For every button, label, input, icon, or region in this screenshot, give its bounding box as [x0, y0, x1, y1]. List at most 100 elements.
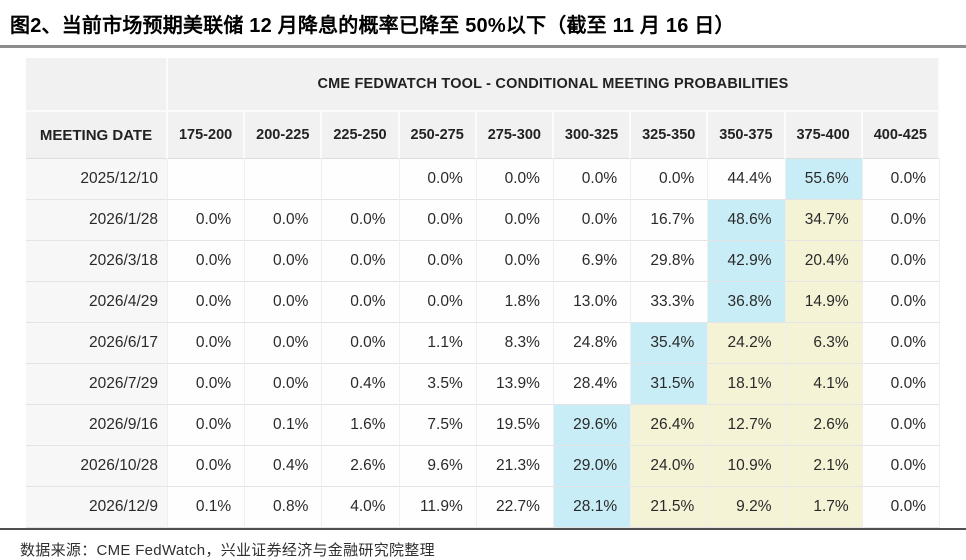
probability-cell: 13.0%	[553, 282, 632, 323]
probability-cell: 0.0%	[168, 405, 246, 446]
probability-cell: 0.0%	[476, 159, 554, 200]
probability-cell: 22.7%	[476, 487, 554, 528]
probability-cell: 4.0%	[322, 487, 400, 528]
probability-cell: 29.8%	[631, 241, 709, 282]
probability-cell: 16.7%	[631, 200, 709, 241]
meeting-date-header: MEETING DATE	[26, 112, 168, 159]
meeting-date-cell: 2026/12/9	[26, 487, 168, 528]
probability-cell: 0.0%	[168, 241, 246, 282]
probability-cell: 0.0%	[862, 282, 940, 323]
probability-cell: 0.0%	[862, 241, 940, 282]
probability-cell: 0.0%	[862, 446, 940, 487]
probability-cell: 3.5%	[399, 364, 477, 405]
probability-cell: 19.5%	[476, 405, 554, 446]
probability-cell: 36.8%	[708, 282, 786, 323]
probability-cell: 6.3%	[785, 323, 863, 364]
probability-cell: 21.5%	[631, 487, 709, 528]
table-row: 2025/12/10 0.0% 0.0% 0.0% 0.0% 44.4% 55.6% 0.0%	[26, 159, 940, 200]
probability-cell: 33.3%	[631, 282, 709, 323]
probability-cell: 0.0%	[245, 200, 323, 241]
probability-cell	[168, 159, 246, 200]
probability-cell: 24.2%	[708, 323, 786, 364]
probability-cell: 18.1%	[708, 364, 786, 405]
table-main-header: CME FEDWATCH TOOL - CONDITIONAL MEETING …	[168, 58, 940, 112]
table-row: 2026/4/29 0.0% 0.0% 0.0% 0.0% 1.8% 13.0% 33.3% 3…	[26, 282, 940, 323]
probability-cell: 0.0%	[476, 200, 554, 241]
probability-cell: 0.1%	[245, 405, 323, 446]
probability-cell: 0.0%	[553, 159, 632, 200]
probability-cell: 0.0%	[245, 323, 323, 364]
probability-cell: 8.3%	[476, 323, 554, 364]
probability-cell: 13.9%	[476, 364, 554, 405]
probability-cell: 6.9%	[553, 241, 632, 282]
rate-bin-header: 275-300	[476, 112, 554, 159]
meeting-date-cell: 2026/9/16	[26, 405, 168, 446]
corner-cell	[26, 58, 168, 112]
probability-cell: 0.8%	[245, 487, 323, 528]
probability-cell: 0.0%	[245, 282, 323, 323]
probability-cell: 35.4%	[631, 323, 709, 364]
rate-bin-header: 200-225	[245, 112, 323, 159]
rate-bin-header: 325-350	[631, 112, 709, 159]
tool-header-row: CME FEDWATCH TOOL - CONDITIONAL MEETING …	[26, 58, 940, 112]
probability-cell: 1.7%	[785, 487, 863, 528]
probability-cell: 0.0%	[168, 282, 246, 323]
probability-cell: 0.0%	[322, 323, 400, 364]
rate-bin-header: 350-375	[708, 112, 786, 159]
meeting-date-cell: 2026/10/28	[26, 446, 168, 487]
footer-divider	[0, 528, 966, 530]
data-source: 数据来源：CME FedWatch，兴业证券经济与金融研究院整理	[20, 542, 435, 559]
table-row: 2026/7/29 0.0% 0.0% 0.4% 3.5% 13.9% 28.4% 31.5%…	[26, 364, 940, 405]
probability-cell: 0.0%	[631, 159, 709, 200]
rate-bin-header: 300-325	[553, 112, 632, 159]
probability-cell: 0.0%	[168, 446, 246, 487]
column-header-row: MEETING DATE 175-200 200-225 225-250 250-27…	[26, 112, 940, 159]
meeting-date-cell: 2026/7/29	[26, 364, 168, 405]
probability-cell: 1.6%	[322, 405, 400, 446]
probability-cell: 2.6%	[322, 446, 400, 487]
probability-cell	[322, 159, 400, 200]
probability-cell: 20.4%	[785, 241, 863, 282]
probability-cell: 0.0%	[245, 364, 323, 405]
probability-cell: 14.9%	[785, 282, 863, 323]
rate-bin-header: 400-425	[862, 112, 940, 159]
probability-cell: 48.6%	[708, 200, 786, 241]
probability-cell: 0.0%	[168, 323, 246, 364]
probability-cell: 0.4%	[322, 364, 400, 405]
probability-cell: 7.5%	[399, 405, 477, 446]
probability-cell: 28.4%	[553, 364, 632, 405]
probability-cell: 12.7%	[708, 405, 786, 446]
probability-cell: 4.1%	[785, 364, 863, 405]
probability-cell: 0.0%	[168, 364, 246, 405]
probability-cell: 0.0%	[245, 241, 323, 282]
probability-cell: 9.2%	[708, 487, 786, 528]
probability-cell: 34.7%	[785, 200, 863, 241]
probability-cell: 0.0%	[322, 282, 400, 323]
table-row: 2026/9/16 0.0% 0.1% 1.6% 7.5% 19.5% 29.6% 26.4%…	[26, 405, 940, 446]
probability-cell: 0.0%	[399, 159, 477, 200]
probability-cell: 31.5%	[631, 364, 709, 405]
probability-cell: 0.0%	[476, 241, 554, 282]
probability-cell: 9.6%	[399, 446, 477, 487]
table-body: 2025/12/10 0.0% 0.0% 0.0% 0.0% 44.4% 55.6% 0.0%…	[26, 159, 940, 528]
probability-cell: 0.0%	[862, 159, 940, 200]
probability-cell: 24.8%	[553, 323, 632, 364]
probability-cell: 11.9%	[399, 487, 477, 528]
table-row: 2026/12/9 0.1% 0.8% 4.0% 11.9% 22.7% 28.1% 21.5…	[26, 487, 940, 528]
probability-cell: 55.6%	[785, 159, 863, 200]
probability-cell: 2.6%	[785, 405, 863, 446]
probability-cell: 0.0%	[862, 405, 940, 446]
probability-cell: 0.0%	[399, 200, 477, 241]
probability-cell: 1.8%	[476, 282, 554, 323]
probability-cell: 0.0%	[862, 487, 940, 528]
probability-cell: 0.0%	[862, 364, 940, 405]
probability-cell: 0.0%	[322, 241, 400, 282]
table-row: 2026/1/28 0.0% 0.0% 0.0% 0.0% 0.0% 0.0% 16.7% 48…	[26, 200, 940, 241]
meeting-date-cell: 2025/12/10	[26, 159, 168, 200]
table-row: 2026/3/18 0.0% 0.0% 0.0% 0.0% 0.0% 6.9% 29.8% 42…	[26, 241, 940, 282]
meeting-date-cell: 2026/6/17	[26, 323, 168, 364]
probability-cell: 10.9%	[708, 446, 786, 487]
probability-cell: 0.1%	[168, 487, 246, 528]
probability-cell: 29.0%	[553, 446, 632, 487]
